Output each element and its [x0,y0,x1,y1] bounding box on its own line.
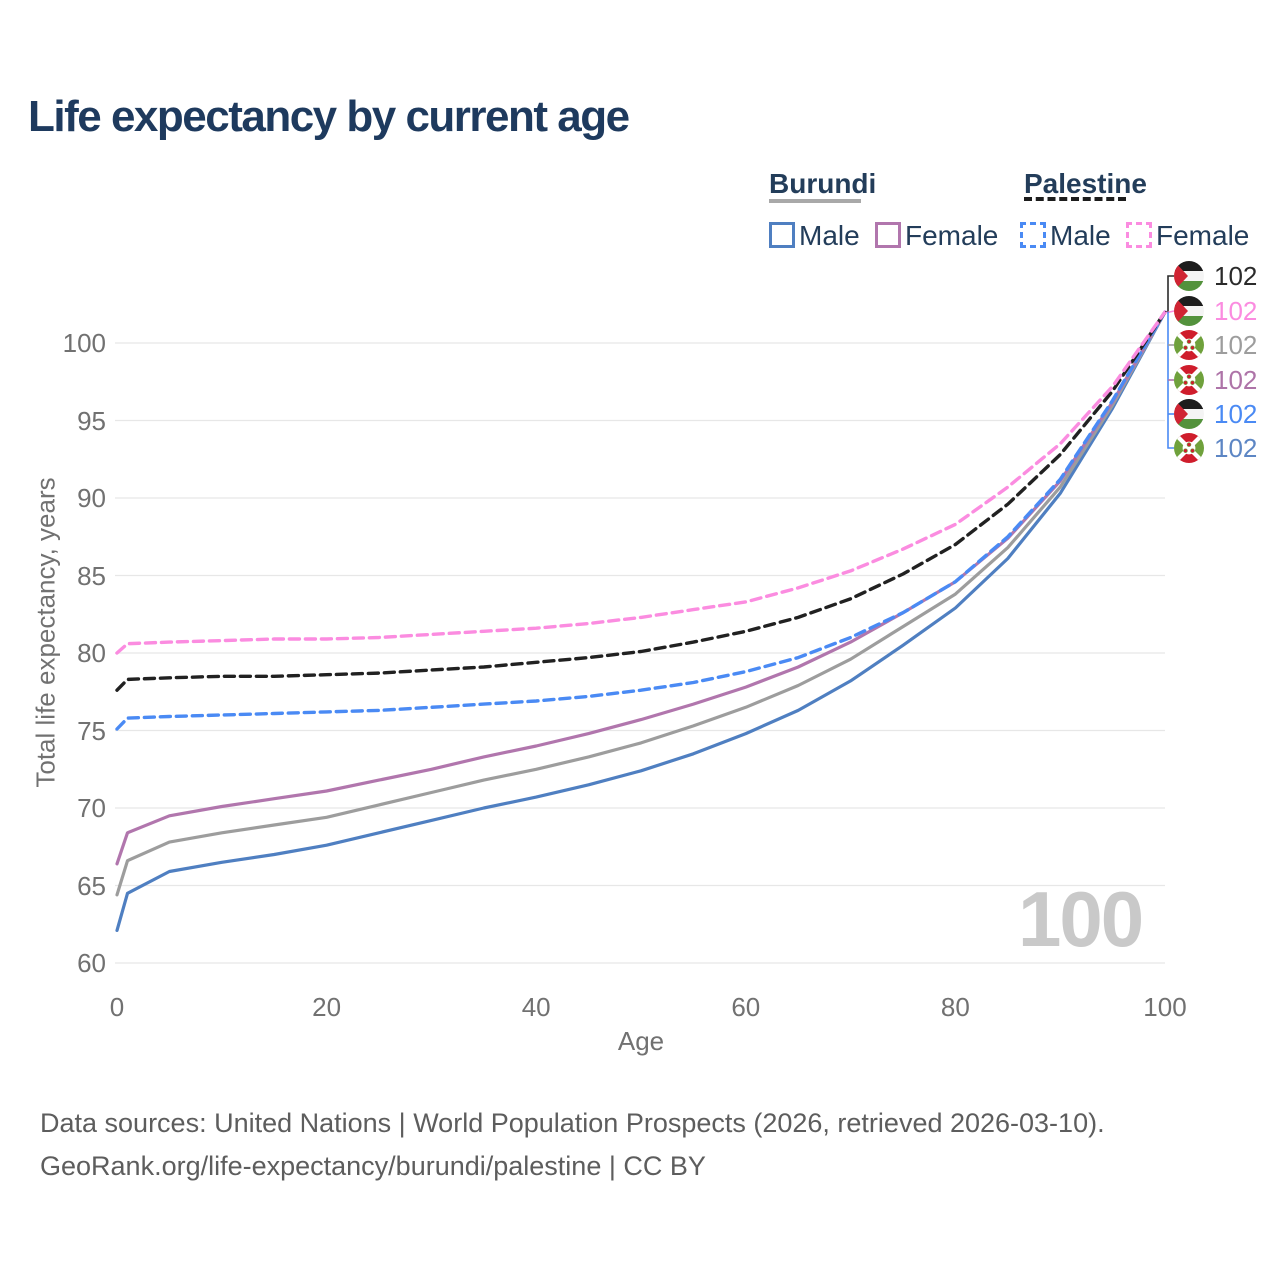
y-tick-95: 95 [77,405,106,436]
y-tick-100: 100 [62,328,106,358]
series-line-palestine-male[interactable] [115,310,1167,731]
x-tick-100: 100 [1143,992,1187,1022]
y-tick-60: 60 [77,948,106,978]
legend-group-palestine-title[interactable]: Palestine [1024,168,1147,199]
legend-palestine-underline-dashed [1024,197,1126,201]
end-label-row-burundi-male: 102 [1174,433,1257,463]
footer-attribution: GeoRank.org/life-expectancy/burundi/pale… [40,1151,706,1181]
series-line-palestine-both-sexes[interactable] [115,310,1167,692]
legend-swatch-burundi-female[interactable] [875,222,901,248]
palestine-flag-icon [1174,296,1204,326]
burundi-flag-icon [1174,330,1204,360]
end-label-value: 102 [1214,398,1258,429]
end-label-leader-2 [1167,312,1174,449]
x-tick-60: 60 [731,992,761,1022]
end-label-leader-1 [1164,310,1175,314]
burundi-flag-icon [1174,433,1204,463]
end-label-value: 102 [1214,432,1258,463]
end-label-row-burundi-female: 102 [1174,365,1257,395]
legend-label-burundi-female[interactable]: Female [905,220,999,251]
legend-swatch-burundi-male[interactable] [769,222,795,248]
legend-label-palestine-female[interactable]: Female [1156,220,1250,251]
current-age-watermark: 100 [1018,875,1144,963]
y-tick-85: 85 [77,560,106,591]
end-label-leader-0 [1165,275,1174,313]
y-tick-65: 65 [77,870,106,901]
y-tick-70: 70 [77,793,106,823]
legend-swatch-palestine-male[interactable] [1020,222,1046,248]
end-label-row-palestine-both-sexes: 102 [1174,261,1257,291]
legend-label-burundi-male[interactable]: Male [799,220,860,251]
x-tick-20: 20 [312,992,342,1022]
series-line-palestine-female[interactable] [115,310,1167,655]
y-tick-80: 80 [77,638,106,668]
end-label-row-palestine-male: 102 [1174,399,1257,429]
x-tick-0: 0 [109,992,125,1022]
end-label-row-burundi-both-sexes: 102 [1174,330,1257,360]
x-tick-80: 80 [940,992,970,1022]
x-tick-40: 40 [521,992,551,1022]
page-title: Life expectancy by current age [28,92,630,141]
palestine-flag-icon [1174,399,1204,429]
end-label-value: 102 [1214,329,1258,360]
legend-label-palestine-male[interactable]: Male [1050,220,1111,251]
legend-group-burundi-title[interactable]: Burundi [769,168,877,199]
series-line-burundi-both-sexes[interactable] [115,310,1167,897]
palestine-flag-icon [1174,261,1204,291]
end-label-value: 102 [1214,295,1258,326]
y-tick-75: 75 [77,715,106,746]
end-label-value: 102 [1214,364,1258,395]
x-axis-title: Age [617,1026,665,1056]
series-line-burundi-female[interactable] [115,310,1167,866]
series-line-burundi-male[interactable] [115,310,1167,933]
end-label-value: 102 [1214,260,1258,291]
footer-sources: Data sources: United Nations | World Pop… [40,1108,1105,1138]
y-tick-90: 90 [77,483,106,513]
end-label-row-palestine-female: 102 [1174,296,1257,326]
burundi-flag-icon [1174,365,1204,395]
legend-swatch-palestine-female[interactable] [1126,222,1152,248]
legend-burundi-underline-solid [769,199,861,203]
